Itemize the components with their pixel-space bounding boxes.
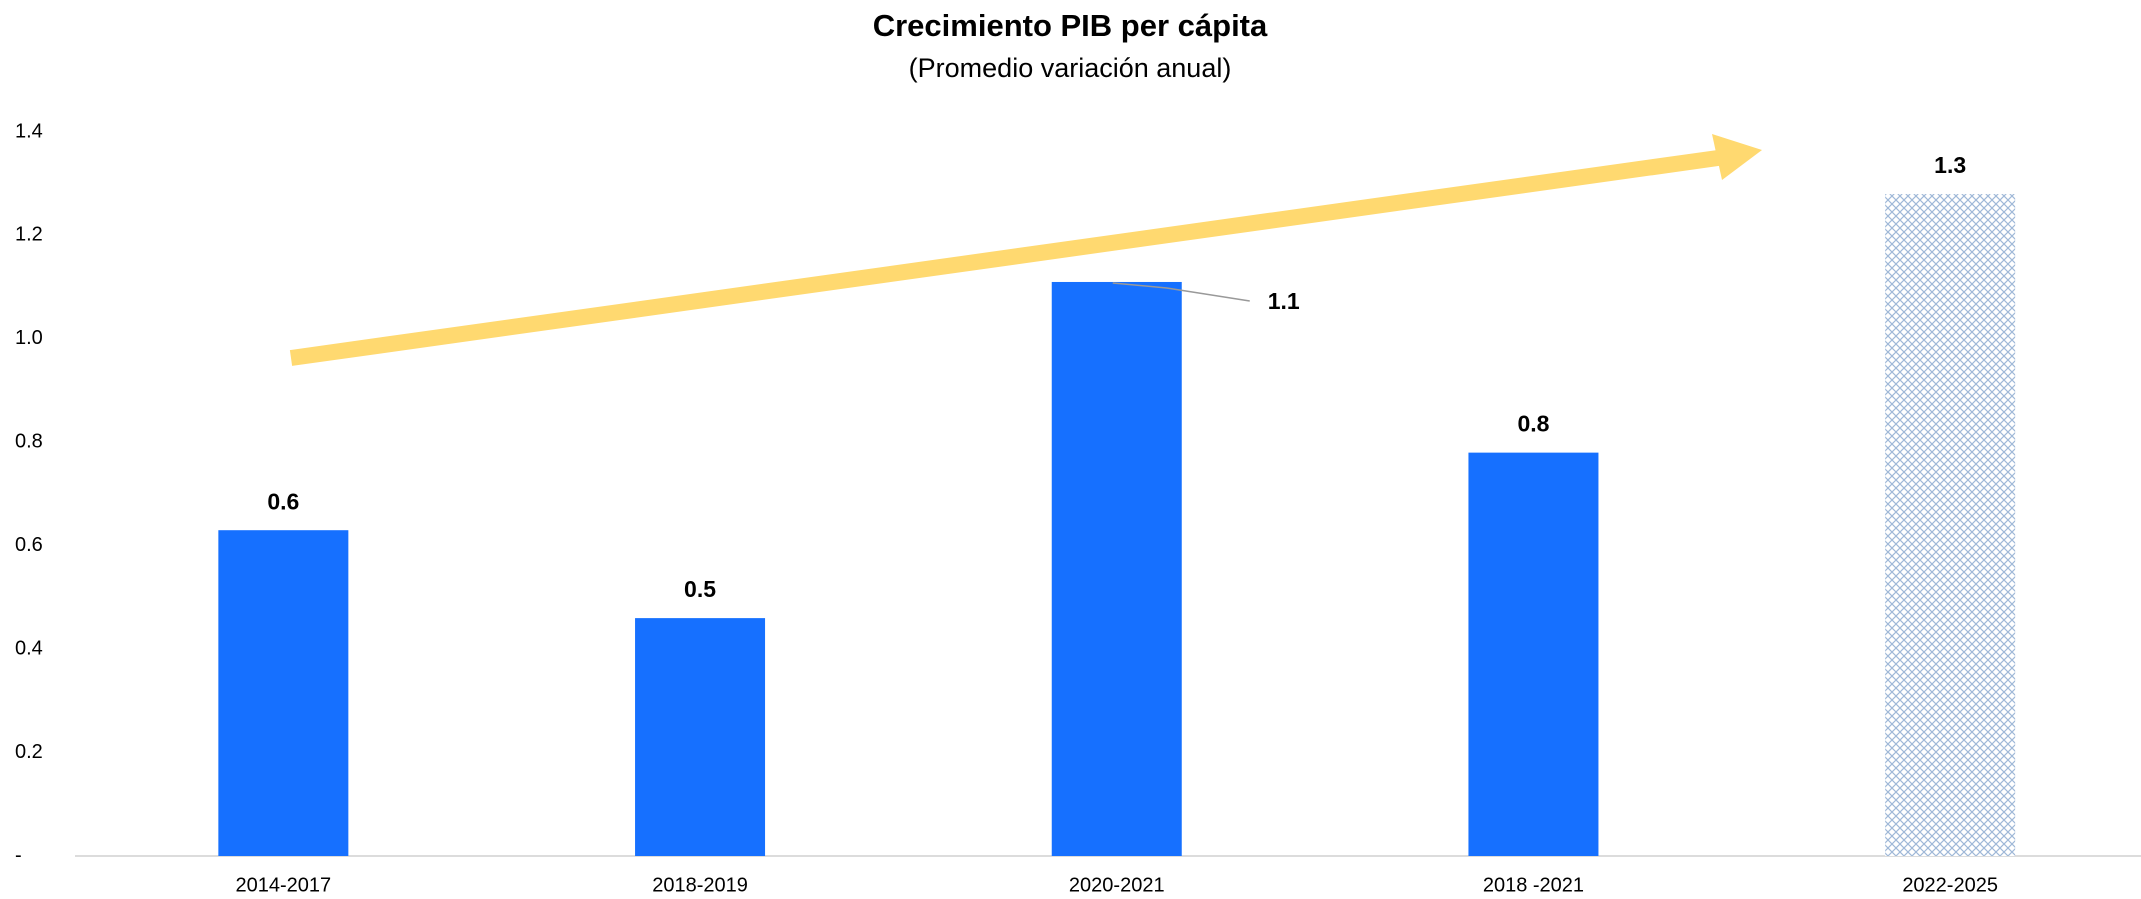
data-label: 1.3 (1934, 152, 1966, 178)
leader-line (1112, 282, 1250, 302)
data-label: 0.5 (684, 576, 716, 602)
y-tick-label: 1.0 (15, 327, 43, 349)
data-label: 0.8 (1517, 411, 1549, 437)
x-tick-label: 2020-2021 (1069, 874, 1165, 896)
y-tick-label: 1.4 (15, 120, 43, 142)
x-tick-label: 2018-2019 (652, 874, 748, 896)
y-tick-label: - (15, 844, 22, 866)
y-tick-label: 0.4 (15, 637, 43, 659)
bar (1885, 194, 2016, 857)
y-tick-label: 0.6 (15, 534, 43, 556)
trend-arrow (289, 134, 1762, 366)
bar (1468, 452, 1599, 856)
x-tick-label: 2014-2017 (236, 874, 332, 896)
y-tick-label: 0.2 (15, 741, 43, 763)
y-tick-label: 0.8 (15, 431, 43, 453)
bar (218, 530, 349, 856)
data-label: 0.6 (267, 488, 299, 514)
x-tick-label: 2022-2025 (1902, 874, 1998, 896)
x-tick-label: 2018 -2021 (1483, 874, 1584, 896)
chart-subtitle: (Promedio variación anual) (909, 53, 1232, 83)
y-tick-label: 1.2 (15, 224, 43, 246)
data-label: 1.1 (1268, 288, 1300, 314)
bar (1051, 281, 1182, 856)
chart-title: Crecimiento PIB per cápita (873, 8, 1268, 43)
bar (635, 618, 766, 856)
